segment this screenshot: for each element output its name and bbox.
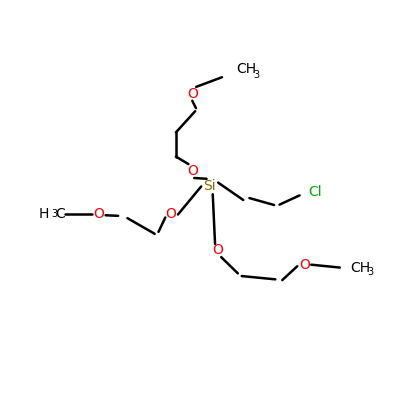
Text: 3: 3 bbox=[367, 267, 373, 277]
Text: CH: CH bbox=[350, 260, 371, 274]
Text: CH: CH bbox=[236, 62, 256, 76]
Text: O: O bbox=[299, 258, 310, 272]
Text: H: H bbox=[39, 208, 50, 222]
Text: C: C bbox=[55, 208, 65, 222]
Text: Cl: Cl bbox=[308, 184, 322, 198]
Text: Si: Si bbox=[203, 180, 216, 194]
Text: 3: 3 bbox=[253, 70, 260, 80]
Text: O: O bbox=[166, 208, 176, 222]
Text: O: O bbox=[187, 87, 198, 101]
Text: O: O bbox=[93, 208, 104, 222]
Text: O: O bbox=[212, 243, 223, 257]
Text: 3: 3 bbox=[51, 210, 57, 220]
Text: O: O bbox=[187, 164, 198, 178]
